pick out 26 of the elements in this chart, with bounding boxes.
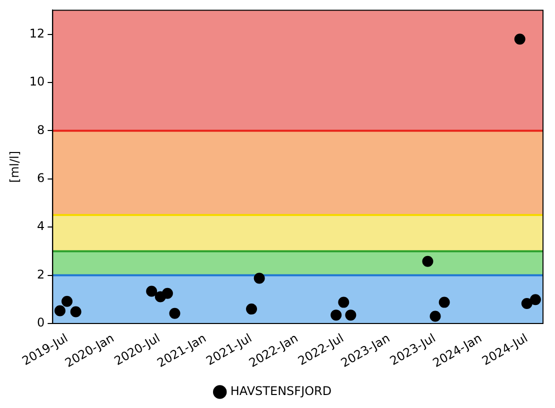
- point: [345, 310, 356, 321]
- y-tick-label: 12: [29, 26, 45, 40]
- point: [169, 308, 180, 319]
- point: [254, 272, 265, 284]
- point: [54, 305, 66, 316]
- legend-label: HAVSTENSFJORD: [230, 384, 332, 398]
- point: [430, 310, 441, 322]
- point: [146, 286, 158, 297]
- point: [422, 256, 434, 267]
- point: [62, 296, 73, 307]
- point: [514, 34, 526, 45]
- y-tick-label: 10: [29, 74, 45, 89]
- y-tick-label: 4: [37, 219, 45, 234]
- point: [530, 294, 541, 306]
- y-tick-label: 0: [37, 316, 45, 330]
- point: [162, 288, 173, 299]
- point: [330, 310, 342, 321]
- point: [521, 298, 532, 310]
- point: [438, 296, 450, 308]
- y-tick-label: 6: [37, 171, 45, 186]
- point: [338, 296, 350, 308]
- y-axis-title: [ml/l]: [7, 150, 22, 183]
- point: [70, 306, 82, 318]
- point: [246, 304, 258, 315]
- y-tick-label: 2: [37, 267, 45, 282]
- y-tick-label: 8: [37, 122, 45, 137]
